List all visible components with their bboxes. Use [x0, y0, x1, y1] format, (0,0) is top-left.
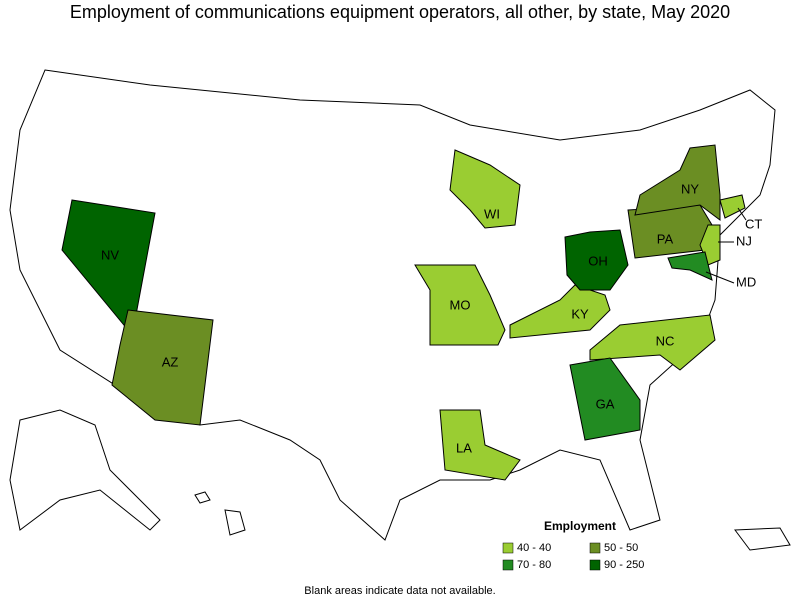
state-label: CT: [745, 216, 762, 231]
state-label: PA: [657, 231, 674, 246]
note: Blank areas indicate data not available.: [304, 585, 495, 597]
state-shape: [564, 229, 629, 291]
state-label: GA: [596, 396, 615, 411]
legend-swatch: [589, 542, 601, 554]
state-shape: [509, 284, 611, 339]
states: [61, 144, 746, 481]
state-label: WI: [484, 206, 500, 221]
legend-swatch: [589, 559, 601, 571]
state-shape: [111, 309, 214, 426]
state-shape: [569, 357, 641, 441]
state-label: NY: [681, 181, 699, 196]
legend-label: 70 - 80: [517, 559, 551, 571]
state-label: NC: [656, 333, 675, 348]
state-label: AZ: [162, 354, 179, 369]
map-title: Employment of communications equipment o…: [70, 2, 730, 22]
state-shape: [414, 264, 506, 346]
state-label: MO: [450, 297, 471, 312]
legend-swatch: [502, 559, 514, 571]
legend-swatch: [502, 542, 514, 554]
state-label: NV: [101, 247, 119, 262]
state-shape: [439, 409, 521, 481]
leader-lines: [705, 207, 747, 284]
state-label: MD: [736, 274, 756, 289]
legend-title: Employment: [544, 519, 616, 533]
state-label: KY: [571, 306, 589, 321]
state-label: LA: [456, 440, 472, 455]
legend-label: 50 - 50: [604, 542, 638, 554]
legend-label: 40 - 40: [517, 542, 551, 554]
legend: 40 - 40 50 - 50 70 - 80 90 - 250: [502, 542, 644, 571]
state-shape: [667, 251, 713, 281]
state-label: OH: [588, 253, 608, 268]
state-label: NJ: [736, 233, 752, 248]
legend-label: 90 - 250: [604, 559, 644, 571]
state-shape: [634, 144, 721, 221]
state-shape: [449, 149, 521, 229]
state-shape: [719, 194, 746, 219]
